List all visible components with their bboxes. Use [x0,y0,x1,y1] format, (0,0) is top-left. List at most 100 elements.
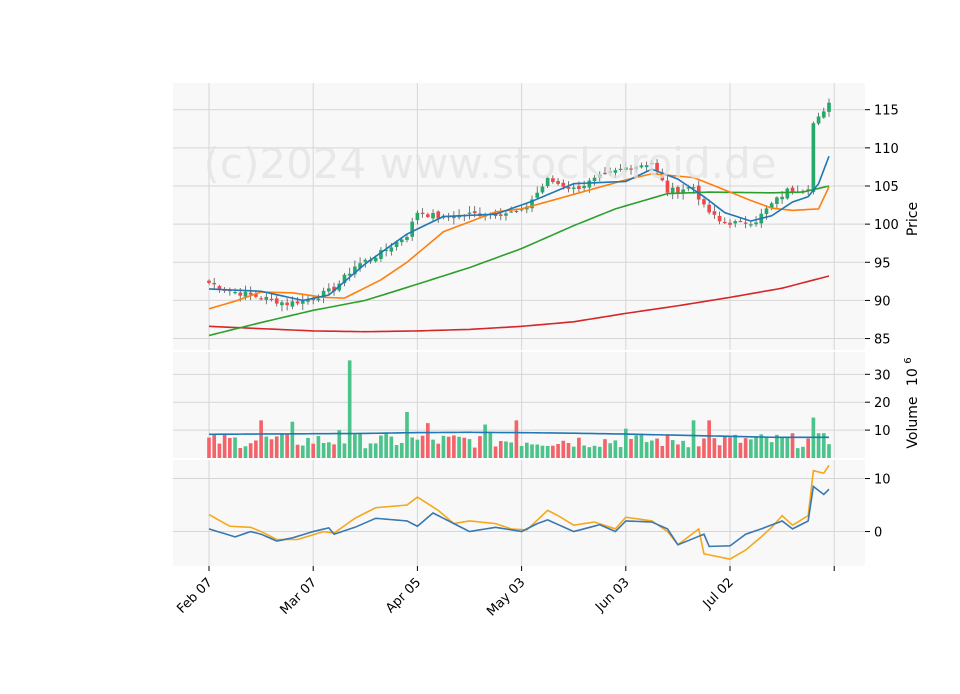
candle-body [436,211,441,219]
candle-body [707,204,711,213]
volume-ytick-label: 20 [874,396,891,411]
volume-bar [222,434,227,458]
candle-body [274,298,279,304]
volume-bar [530,444,534,458]
candle-body [733,221,738,224]
candle-body [405,236,409,240]
volume-ytick-label: 10 [874,424,891,439]
candle-body [264,296,269,300]
volume-bar [462,437,467,458]
volume-bar [696,446,701,458]
volume-bar [488,433,493,458]
candle-body [577,186,581,189]
ma-slow-line [208,185,830,337]
oscillator-slow-line [208,464,830,560]
candle-body [300,299,305,304]
candle-body [749,224,753,226]
volume-bar [446,436,451,458]
candle-body [665,180,670,193]
candle-body [650,162,654,165]
candle-body [248,292,253,295]
oscillator-background [173,460,865,566]
candle-body [613,170,618,173]
candle-body [592,177,597,182]
candle-body [530,199,534,209]
candle-body [394,241,399,248]
volume-bar [274,436,279,458]
volume-bar [243,446,248,458]
volume-bar [785,437,790,458]
candle-body [379,250,383,259]
candle-body [316,298,321,301]
volume-bar [712,438,717,458]
candle-body [498,214,503,216]
candle-body [306,299,310,302]
volume-ma-line [208,431,829,439]
candle-body [431,212,435,219]
volume-bar [410,437,415,458]
volume-bar [561,440,566,458]
volume-bar [295,444,300,458]
svg-text:Volume 10 6: Volume 10 6 [903,357,921,448]
volume-bar [415,439,420,458]
volume-axis-label-exponent: 6 [903,357,914,363]
x-tick-label: Jul 02 [700,575,737,612]
candle-body [342,274,347,284]
volume-bar [504,441,508,458]
candle-body [691,187,696,189]
candle-body [233,291,237,294]
candle-body [311,298,316,301]
ma-fast-line [208,155,830,302]
candle-body [618,168,623,171]
volume-axis-label: Volume 10 6 [903,357,921,448]
x-tick-label: Apr 05 [383,575,424,616]
x-tick-label: May 03 [484,575,528,619]
volume-bar [686,447,691,458]
candle-body [295,301,300,304]
volume-bar [816,433,821,458]
candle-body [623,167,628,171]
volume-bar [524,442,529,458]
volume-bar [300,445,305,458]
volume-bar [342,443,347,458]
volume-panel: 10 20 30 [173,352,891,458]
volume-bar [644,442,649,458]
candle-body [410,221,415,237]
volume-bar [821,433,826,458]
candle-body [790,187,795,192]
price-ytick-label: 85 [874,333,891,348]
volume-bar [608,443,612,458]
volume-bar [749,439,753,458]
volume-bar [368,443,373,458]
candle-body [670,187,675,194]
price-ytick-label: 105 [874,180,899,195]
candle-body [722,221,727,224]
price-ytick-label: 95 [874,256,891,271]
oscillator-panel: 0 10 [173,460,891,566]
volume-bar [269,439,274,458]
volume-bar [769,442,774,458]
volume-bar [795,448,800,458]
candle-body [780,196,784,200]
candle-body [629,168,633,170]
volume-bar [363,448,368,458]
volume-bar [280,433,284,458]
candle-body [420,212,425,215]
volume-bar [467,439,472,458]
price-panel: 85 90 95 100 105 110 115 [173,83,899,350]
candle-body [373,257,378,262]
candle-body [816,116,821,124]
oscillator-fast-line [208,485,830,548]
volume-bar [399,442,404,458]
volume-bar [806,438,810,458]
volume-bar [483,424,487,458]
volume-bar [457,436,461,458]
volume-bar [728,437,732,458]
candle-body [332,286,336,292]
volume-bar [535,444,540,458]
volume-ytick-label: 30 [874,368,891,383]
volume-bar [634,435,639,458]
volume-bar [540,445,545,458]
volume-bar [259,420,263,458]
volume-bar [618,447,623,458]
